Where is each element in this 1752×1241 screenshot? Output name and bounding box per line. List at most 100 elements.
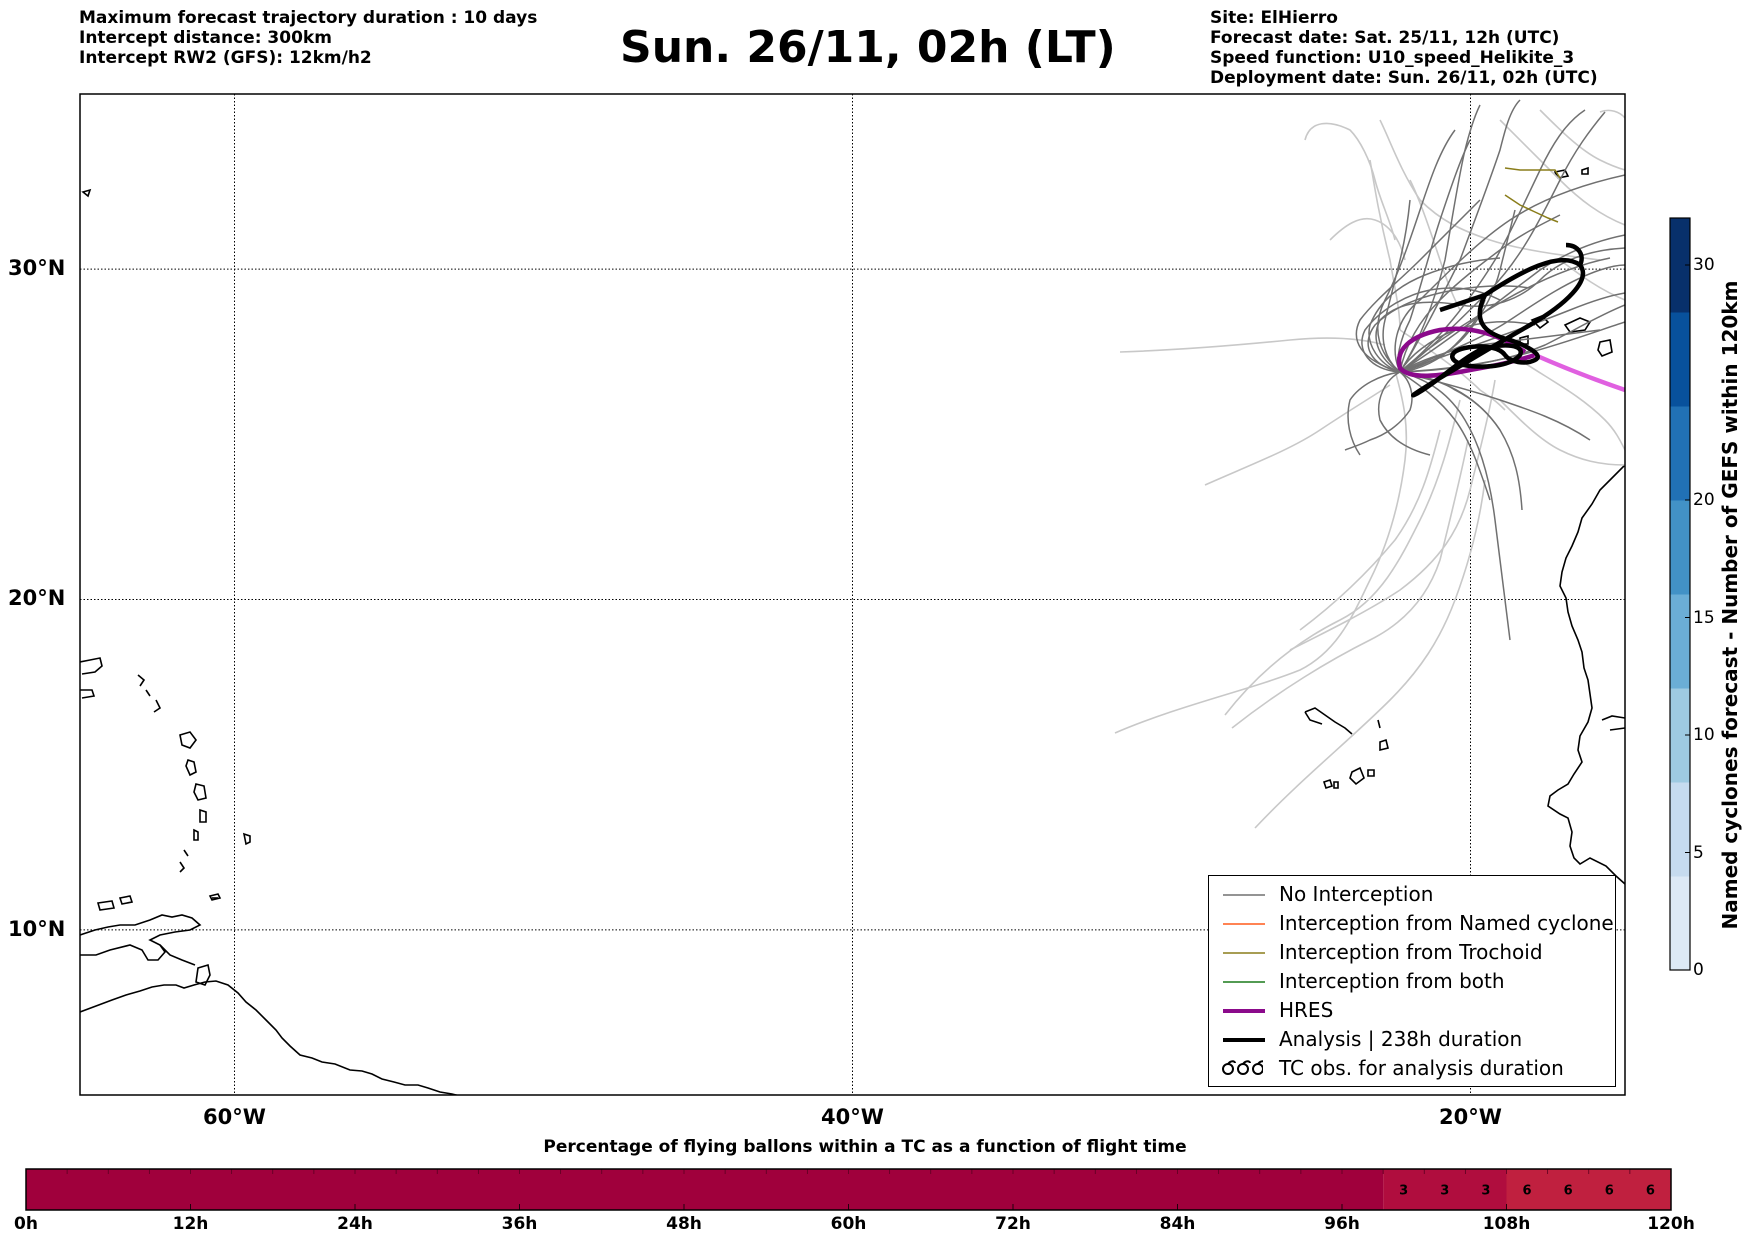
coast-st-lucia — [199, 808, 207, 823]
map-plot-area — [80, 99, 1625, 1095]
coast-africa — [1547, 464, 1625, 885]
colorbar-segment — [1670, 406, 1690, 501]
legend-item-no-interception: No Interception — [1217, 881, 1612, 907]
coast-africa-inlets — [1601, 715, 1625, 731]
coastlines — [80, 166, 1625, 1095]
timebar-tick-label: 96h — [1324, 1214, 1360, 1234]
coast-bermuda-like — [81, 188, 92, 198]
coast-st-vincent — [193, 828, 199, 841]
coast-tobago — [208, 893, 222, 901]
legend-label: Interception from Trochoid — [1279, 940, 1543, 964]
analysis-trajectory — [1410, 242, 1586, 398]
timebar-tick-label: 24h — [337, 1214, 373, 1234]
coast-madeira — [1553, 166, 1589, 179]
header-speed-function: Speed function: U10_speed_Helikite_3 — [1210, 48, 1575, 68]
coast-canaries-3 — [1597, 339, 1613, 357]
coast-lesser-antilles-1 — [137, 674, 162, 713]
timebar-tick-label: 72h — [995, 1214, 1031, 1234]
header-deployment-date: Deployment date: Sun. 26/11, 02h (UTC) — [1210, 68, 1598, 88]
timebar-tick-label: 0h — [14, 1214, 38, 1234]
map-frame — [79, 93, 1626, 1096]
legend-label: TC obs. for analysis duration — [1279, 1056, 1564, 1080]
coast-abc-islands — [96, 895, 134, 911]
colorbar-title: Named cyclones forecast - Number of GEFS… — [1718, 280, 1742, 930]
colorbar-tick-label: 0 — [1693, 960, 1704, 980]
header-info-right: Site: ElHierro Forecast date: Sat. 25/11… — [1210, 8, 1598, 88]
legend-swatch — [1223, 952, 1265, 954]
colorbar-tick-label: 15 — [1693, 607, 1715, 628]
legend-item-tc-obs: TC obs. for analysis duration — [1217, 1055, 1612, 1081]
coast-cape-verde-1 — [1304, 707, 1353, 735]
header-site: Site: ElHierro — [1210, 8, 1338, 28]
coast-cape-verde-3 — [1349, 766, 1375, 786]
map-legend: No Interception Interception from Named … — [1208, 875, 1616, 1087]
colorbar-segment — [1670, 218, 1690, 313]
ensemble-trajectories-light — [1114, 109, 1625, 829]
coast-cape-verde-4 — [1322, 778, 1339, 790]
legend-label: No Interception — [1279, 882, 1434, 906]
legend-item-trochoid: Interception from Trochoid — [1217, 939, 1612, 965]
coast-south-america — [80, 980, 460, 1095]
colorbar-segment — [1670, 312, 1690, 407]
legend-swatch — [1223, 1009, 1265, 1013]
legend-item-hres: HRES — [1217, 997, 1612, 1023]
coast-dominica — [185, 758, 197, 777]
legend-item-analysis: Analysis | 238h duration — [1217, 1026, 1612, 1052]
timebar-title: Percentage of flying ballons within a TC… — [543, 1137, 1187, 1157]
colorbar-segment — [1670, 782, 1690, 877]
coast-barbados — [242, 832, 251, 846]
legend-swatch — [1223, 1038, 1265, 1042]
lon-label: 60°W — [203, 1105, 266, 1129]
coast-cape-verde-2 — [1377, 719, 1389, 752]
legend-label: Analysis | 238h duration — [1279, 1027, 1523, 1051]
timebar-tick-label: 120h — [1647, 1214, 1695, 1234]
header-forecast-date: Forecast date: Sat. 25/11, 12h (UTC) — [1210, 28, 1560, 48]
legend-swatch — [1223, 923, 1265, 925]
lon-label: 40°W — [821, 1105, 884, 1129]
coast-guadeloupe — [179, 731, 197, 749]
header-duration: Maximum forecast trajectory duration : 1… — [79, 8, 538, 28]
legend-label: HRES — [1279, 998, 1334, 1022]
colorbar-tick-label: 30 — [1693, 255, 1715, 275]
coast-caribbean-west — [80, 657, 103, 675]
legend-item-both: Interception from both — [1217, 968, 1612, 994]
colorbar-frame — [1669, 217, 1691, 971]
colorbar-tick-label: 5 — [1693, 842, 1704, 863]
timebar-tick-label: 36h — [501, 1214, 538, 1234]
page-title: Sun. 26/11, 02h (LT) — [620, 22, 1116, 73]
coast-gulf-paria — [159, 944, 196, 966]
lat-label: 20°N — [8, 586, 66, 611]
coast-grenadines — [179, 849, 189, 873]
ensemble-trajectories-dark — [1344, 99, 1625, 641]
coast-trinidad — [195, 963, 211, 986]
legend-swatch — [1223, 894, 1265, 896]
coast-canaries-2 — [1563, 317, 1592, 333]
legend-label: Interception from Named cyclone — [1279, 911, 1614, 935]
timebar-tick-label: 60h — [830, 1214, 867, 1234]
timebar-tick-label: 108h — [1482, 1214, 1531, 1234]
coast-puerto-rico — [80, 689, 96, 699]
colorbar-segment — [1670, 594, 1690, 689]
lon-label: 20°W — [1439, 1105, 1502, 1129]
timebar-tick-label: 48h — [666, 1214, 702, 1234]
header-info-left: Maximum forecast trajectory duration : 1… — [79, 8, 537, 68]
colorbar-tick-label: 10 — [1693, 725, 1715, 745]
trochoid-interception-trajectories — [1504, 167, 1561, 223]
header-intercept-distance: Intercept distance: 300km — [79, 28, 332, 48]
lat-label: 30°N — [8, 256, 66, 281]
header-intercept-rw2: Intercept RW2 (GFS): 12km/h2 — [79, 48, 372, 68]
coast-venezuela-north — [80, 914, 202, 961]
colorbar-segment — [1670, 876, 1690, 971]
legend-item-named-cyclone: Interception from Named cyclone — [1217, 910, 1614, 936]
colorbar-segment — [1670, 688, 1690, 783]
tc-symbol-icon — [1222, 1060, 1263, 1075]
colorbar — [1669, 217, 1691, 971]
legend-label: Interception from both — [1279, 969, 1505, 993]
timebar-tick-label: 84h — [1159, 1214, 1196, 1234]
legend-swatch — [1223, 981, 1265, 983]
colorbar-tick-label: 20 — [1693, 490, 1715, 510]
lat-label: 10°N — [8, 916, 66, 941]
colorbar-segment — [1670, 500, 1690, 595]
timebar-tick-label: 12h — [172, 1214, 209, 1234]
